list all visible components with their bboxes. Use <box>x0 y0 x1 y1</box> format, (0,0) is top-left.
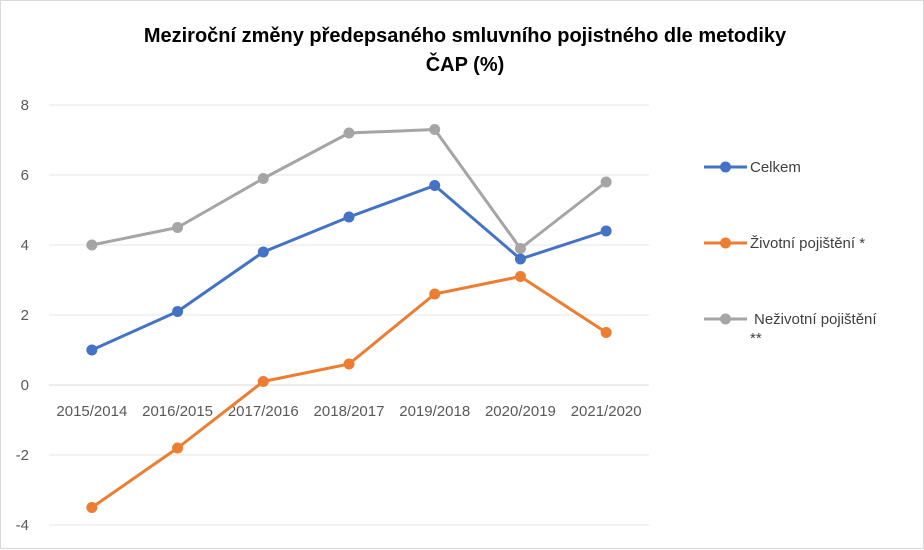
series-0 <box>86 180 612 356</box>
x-tick-label: 2020/2019 <box>485 403 556 420</box>
data-point <box>257 246 269 258</box>
legend-marker <box>720 161 731 173</box>
data-point <box>257 376 269 387</box>
data-point <box>343 211 355 223</box>
legend: Celkem Životní pojištění * Neživotní pojiš… <box>704 159 877 347</box>
gridlines <box>49 104 649 526</box>
series-line <box>90 184 608 352</box>
y-axis-ticks: 8 6 4 2 0 -2 -4 <box>16 97 29 534</box>
data-point <box>343 358 355 370</box>
data-point <box>429 288 441 300</box>
data-point <box>172 222 184 233</box>
legend-label: ** <box>750 330 762 347</box>
y-tick-label: 4 <box>21 237 29 254</box>
y-tick-label: 0 <box>21 377 29 394</box>
legend-label: Celkem <box>750 159 801 176</box>
data-point <box>514 271 526 282</box>
x-tick-label: 2021/2020 <box>571 403 642 420</box>
x-tick-label: 2016/2015 <box>142 403 213 420</box>
data-point <box>86 344 98 356</box>
legend-marker <box>720 313 731 325</box>
legend-label: Životní pojištění * <box>750 235 865 252</box>
legend-item: Životní pojištění * <box>704 235 865 252</box>
chart-title-line-1: Meziroční změny předepsaného smluvního p… <box>144 25 787 47</box>
y-tick-label: 6 <box>21 167 29 184</box>
y-tick-label: -4 <box>16 517 29 534</box>
x-tick-label: 2019/2018 <box>399 403 470 420</box>
legend-marker <box>720 237 731 249</box>
data-point <box>257 173 269 184</box>
y-tick-label: -2 <box>16 447 29 464</box>
legend-label: Neživotní pojištění <box>754 311 877 328</box>
data-point <box>343 127 355 139</box>
x-axis-ticks: 2015/2014 2016/2015 2017/2016 2018/2017 2019… <box>56 403 641 420</box>
data-point <box>514 253 526 265</box>
y-tick-label: 8 <box>21 97 29 114</box>
x-tick-label: 2017/2016 <box>228 403 299 420</box>
data-point <box>429 124 441 135</box>
series-2 <box>86 124 612 254</box>
legend-item: Celkem <box>704 159 801 176</box>
x-tick-label: 2015/2014 <box>56 403 127 420</box>
data-point <box>600 176 612 188</box>
series-line <box>90 275 608 509</box>
chart-title-line-2: ČAP (%) <box>426 52 505 76</box>
data-point <box>600 327 612 338</box>
legend-item: Neživotní pojištění ** <box>704 311 877 347</box>
x-tick-label: 2018/2017 <box>314 403 385 420</box>
data-point <box>86 239 98 251</box>
series-line <box>90 128 608 250</box>
data-point <box>172 442 184 454</box>
data-point <box>429 180 441 191</box>
data-point <box>514 243 526 254</box>
y-tick-label: 2 <box>21 307 29 324</box>
series-lines <box>86 124 612 513</box>
series-1 <box>86 271 612 513</box>
data-point <box>86 502 98 513</box>
data-point <box>172 306 184 317</box>
data-point <box>600 225 612 237</box>
